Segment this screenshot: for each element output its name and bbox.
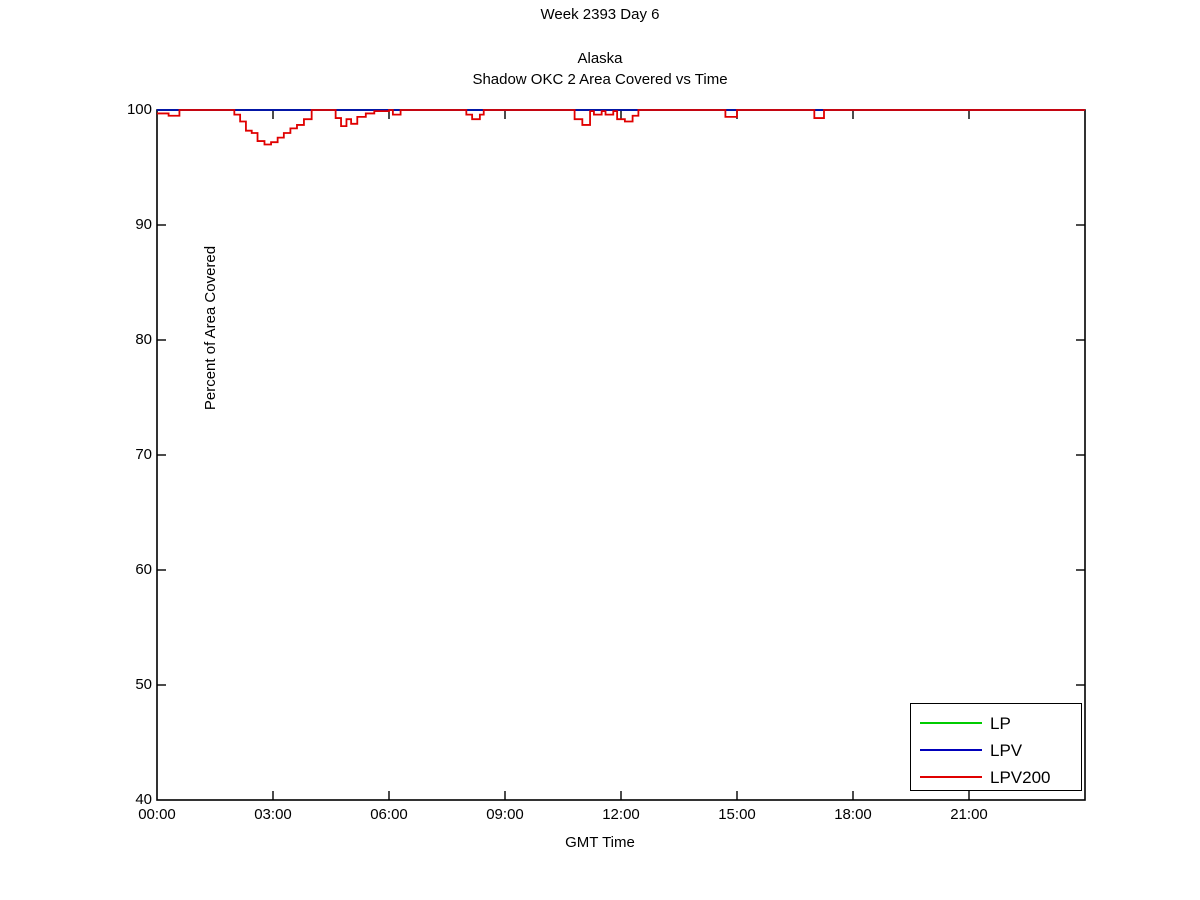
x-tick-label: 15:00 (718, 806, 756, 823)
x-tick-label: 21:00 (950, 806, 988, 823)
legend-item-lpv[interactable]: LPV (911, 737, 1081, 763)
x-tick-label: 00:00 (138, 806, 176, 823)
x-axis-label: GMT Time (565, 834, 635, 851)
plot-frame (156, 109, 1086, 801)
legend-swatch-icon (920, 776, 982, 778)
y-tick-label: 80 (135, 331, 152, 348)
x-tick-label: 03:00 (254, 806, 292, 823)
y-tick-label: 100 (126, 101, 152, 118)
legend-item-lp[interactable]: LP (911, 710, 1081, 736)
y-tick-label: 90 (135, 216, 152, 233)
legend-label: LPV (990, 740, 1023, 760)
legend-label: LPV200 (990, 767, 1051, 787)
legend-item-lpv200[interactable]: LPV200 (911, 764, 1081, 790)
legend-swatch-icon (920, 722, 982, 724)
x-tick-label: 09:00 (486, 806, 524, 823)
chart-title-line-1: Alaska (577, 50, 623, 67)
figure-suptitle: Week 2393 Day 6 (540, 6, 660, 23)
legend-label: LP (990, 713, 1011, 733)
axis-ticks (157, 110, 1085, 800)
series-line-lpv200 (157, 109, 1085, 146)
x-tick-label: 18:00 (834, 806, 872, 823)
y-tick-label: 60 (135, 561, 152, 578)
y-tick-label: 40 (135, 791, 152, 808)
y-tick-label: 70 (135, 446, 152, 463)
series-group (157, 109, 1085, 146)
x-tick-label: 06:00 (370, 806, 408, 823)
x-tick-label: 12:00 (602, 806, 640, 823)
legend-swatch-icon (920, 749, 982, 751)
y-axis-label: Percent of Area Covered (202, 245, 219, 411)
chart-title-line-2: Shadow OKC 2 Area Covered vs Time (472, 71, 728, 88)
chart-legend[interactable]: LP LPV LPV200 (910, 703, 1082, 791)
y-tick-label: 50 (135, 676, 152, 693)
chart-title: Alaska Shadow OKC 2 Area Covered vs Time (0, 48, 1200, 90)
